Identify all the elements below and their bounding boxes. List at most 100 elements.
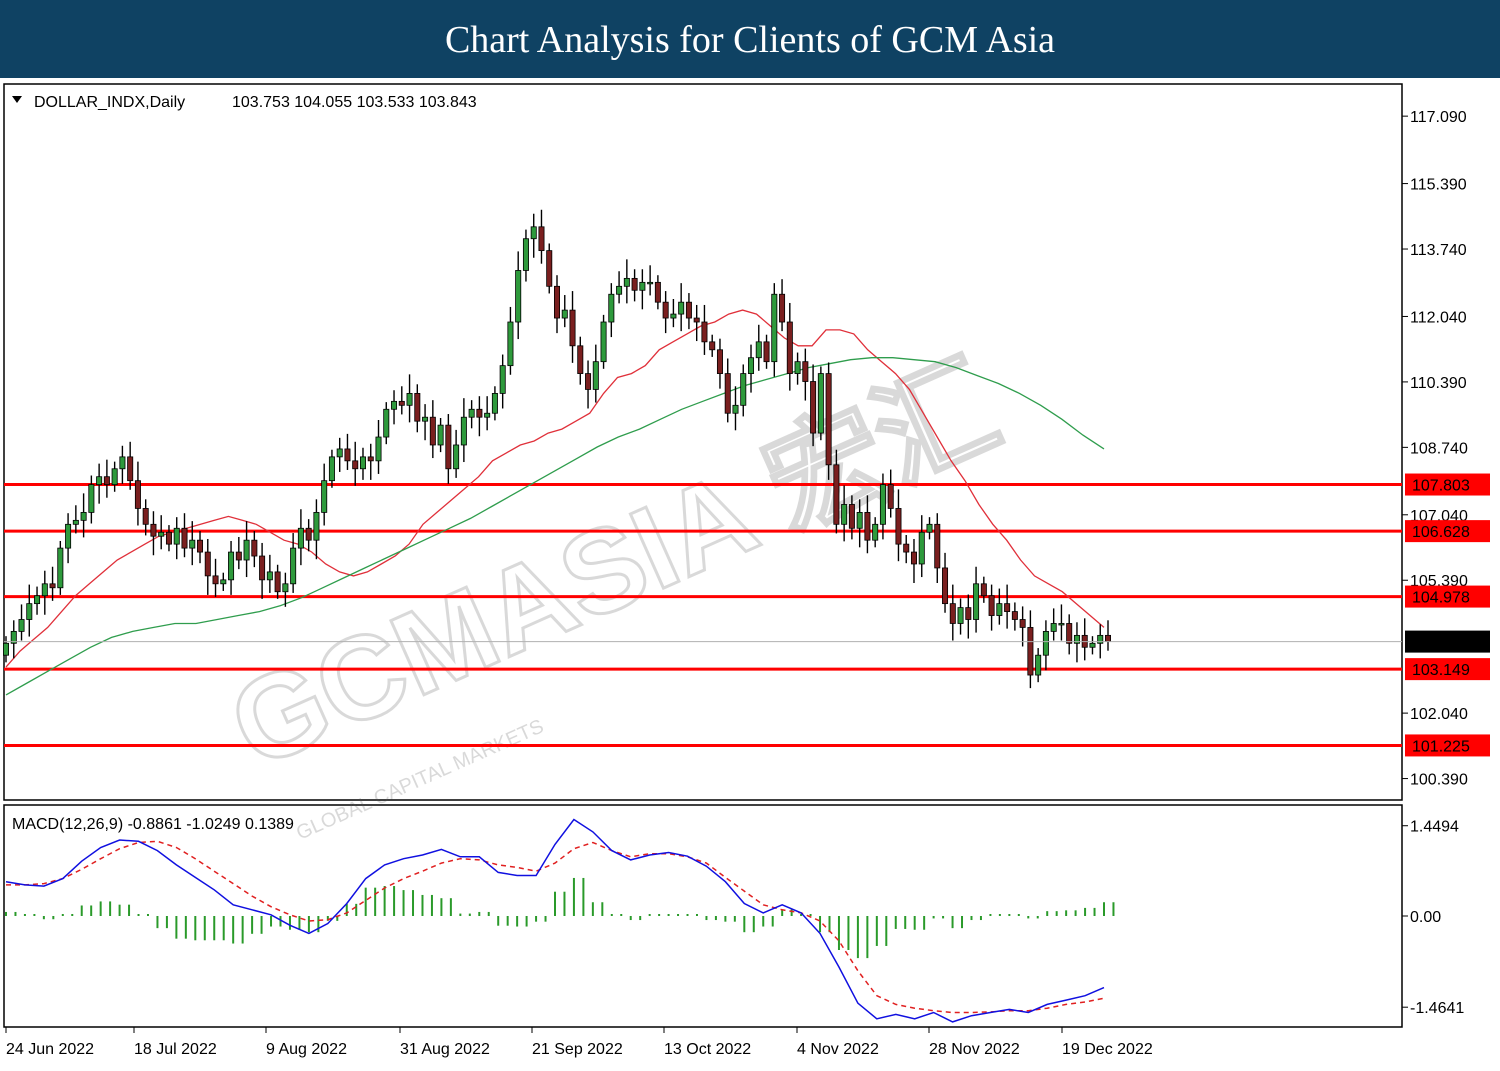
candle-body-up xyxy=(1050,623,1057,632)
candle-body-up xyxy=(96,476,103,486)
level-tag xyxy=(1405,734,1490,757)
candle-body-up xyxy=(72,519,79,525)
candle-body-up xyxy=(748,357,755,374)
candle-body-up xyxy=(266,571,273,581)
candle-body-up xyxy=(522,238,529,271)
candle-body-up xyxy=(561,309,568,319)
candle-body-down xyxy=(150,523,157,537)
candle-body-up xyxy=(297,527,304,549)
y-tick-label: 102.040 xyxy=(1410,706,1468,723)
candle-body-up xyxy=(88,484,95,513)
candle-body-down xyxy=(259,555,266,581)
candle-body-down xyxy=(1066,623,1073,644)
y-tick-label: 108.740 xyxy=(1410,440,1468,457)
candle-body-up xyxy=(794,361,801,374)
candle-body-up xyxy=(313,512,320,541)
candle-body-down xyxy=(1004,603,1011,612)
candle-body-down xyxy=(701,321,708,343)
candle-body-up xyxy=(228,551,235,581)
candle-body-down xyxy=(980,583,987,597)
candle-body-down xyxy=(165,531,172,545)
candle-body-up xyxy=(530,226,537,240)
candle-body-down xyxy=(1011,611,1018,620)
candle-body-up xyxy=(678,301,685,315)
candle-body-down xyxy=(305,527,312,541)
candle-body-up xyxy=(468,408,475,418)
candle-body-up xyxy=(973,583,980,620)
candle-body-down xyxy=(1027,627,1034,676)
price-axis: 117.090 115.390 113.740 112.040 110.390 108.7… xyxy=(1402,109,1468,789)
candle-body-down xyxy=(716,349,723,374)
x-tick-label: 13 Oct 2022 xyxy=(664,1041,751,1058)
candle-body-down xyxy=(204,551,211,577)
x-tick-label: 28 Nov 2022 xyxy=(929,1041,1020,1058)
candle-body-up xyxy=(26,603,33,620)
level-label: 101.225 xyxy=(1412,738,1470,755)
candle-body-down xyxy=(429,416,436,446)
candle-body-down xyxy=(654,281,661,303)
candle-body-down xyxy=(103,476,110,486)
candle-body-up xyxy=(1089,642,1096,648)
candle-body-up xyxy=(158,531,165,537)
candle-body-down xyxy=(251,539,258,557)
candle-body-down xyxy=(965,607,972,620)
candle-body-up xyxy=(460,416,467,446)
candle-body-down xyxy=(398,400,405,406)
candle-body-up xyxy=(1035,654,1042,676)
candle-body-up xyxy=(437,424,444,446)
candle-body-down xyxy=(476,408,483,418)
y-tick-label: 100.390 xyxy=(1410,772,1468,789)
candle-body-down xyxy=(445,424,452,470)
candle-body-down xyxy=(903,543,910,553)
candle-body-down xyxy=(848,504,855,529)
candle-body-down xyxy=(988,595,995,616)
y-tick-label: 110.390 xyxy=(1410,375,1467,392)
candle-body-up xyxy=(359,456,366,470)
candle-body-down xyxy=(662,301,669,319)
candle-body-down xyxy=(49,583,56,589)
y-tick-label: 113.740 xyxy=(1410,242,1467,259)
candle-body-down xyxy=(779,293,786,323)
dropdown-triangle-icon[interactable] xyxy=(12,96,22,103)
candle-body-down xyxy=(546,250,553,287)
candle-body-up xyxy=(1073,634,1080,644)
candle-body-down xyxy=(197,539,204,553)
x-tick-label: 31 Aug 2022 xyxy=(400,1041,490,1058)
candle-body-down xyxy=(685,301,692,319)
candle-body-down xyxy=(693,317,700,323)
level-label: 107.803 xyxy=(1412,478,1470,495)
candle-body-up xyxy=(282,583,289,593)
candle-body-up xyxy=(328,456,335,482)
x-tick-label: 19 Dec 2022 xyxy=(1062,1041,1153,1058)
macd-tick-label: -1.4641 xyxy=(1410,1000,1464,1017)
candle-body-up xyxy=(1058,623,1065,626)
x-tick-label: 9 Aug 2022 xyxy=(266,1041,347,1058)
level-tag xyxy=(1405,585,1490,608)
candle-body-up xyxy=(499,365,506,394)
candle-body-down xyxy=(1019,619,1026,628)
candle-body-up xyxy=(422,416,429,422)
candle-body-up xyxy=(18,619,25,632)
last-price-marker: 103.843 xyxy=(4,630,1490,653)
y-tick-label: 115.390 xyxy=(1410,177,1467,194)
candle-body-up xyxy=(336,448,343,458)
candle-body-up xyxy=(3,642,9,656)
candle-body-down xyxy=(352,460,359,470)
candle-body-down xyxy=(949,603,956,624)
candle-body-up xyxy=(879,484,886,525)
macd-label: MACD(12,26,9) -0.8861 -1.0249 0.1389 xyxy=(12,816,294,833)
level-label: 106.628 xyxy=(1412,524,1470,541)
level-label: 104.978 xyxy=(1412,590,1470,607)
candle-body-up xyxy=(391,400,398,410)
chart-area[interactable]: GCMASIA 宏汇 GLOBAL CAPITAL MARKETS 117.09… xyxy=(0,78,1500,1071)
candle-body-up xyxy=(290,547,297,585)
candle-body-up xyxy=(1042,631,1049,656)
candle-body-down xyxy=(414,393,421,422)
candle-body-up xyxy=(996,603,1003,616)
last-price-tag xyxy=(1405,630,1490,653)
candle-body-down xyxy=(934,523,941,569)
candle-body-down xyxy=(274,571,281,593)
support-resistance-levels: 107.803 106.628 104.978 103.149 101.225 xyxy=(4,473,1490,757)
price-panel-frame xyxy=(3,83,1403,801)
macd-tick-label: 0.00 xyxy=(1410,909,1441,926)
